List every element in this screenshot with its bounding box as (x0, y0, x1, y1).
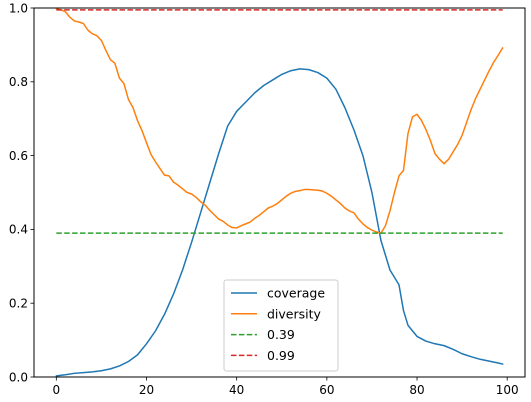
y-tick-label: 1.0 (9, 1, 28, 15)
x-tick-label: 40 (229, 383, 244, 397)
legend-label-3: 0.99 (267, 348, 295, 363)
legend: coverage diversity 0.39 0.99 (223, 279, 339, 372)
x-tick-label: 0 (52, 383, 60, 397)
series-line-1 (55, 8, 504, 234)
y-tick-label: 0.2 (9, 297, 28, 311)
legend-label-2: 0.39 (267, 327, 295, 342)
x-axis: 0 20 40 60 80 100 (52, 377, 519, 397)
y-tick-label: 0.0 (9, 370, 28, 384)
axes-frame (33, 7, 526, 378)
y-tick-label: 0.4 (9, 223, 28, 237)
y-axis: 0.0 0.2 0.4 0.6 0.8 1.0 (9, 1, 34, 384)
legend-label-0: coverage (267, 286, 325, 301)
legend-label-1: diversity (267, 306, 322, 321)
series-layer (55, 8, 504, 377)
y-tick-label: 0.6 (9, 149, 28, 163)
y-tick-label: 0.8 (9, 75, 28, 89)
legend-box (223, 279, 339, 372)
x-tick-label: 60 (319, 383, 334, 397)
series-line-0 (55, 68, 504, 377)
x-tick-label: 20 (139, 383, 154, 397)
x-tick-label: 80 (409, 383, 424, 397)
x-tick-label: 100 (496, 383, 519, 397)
